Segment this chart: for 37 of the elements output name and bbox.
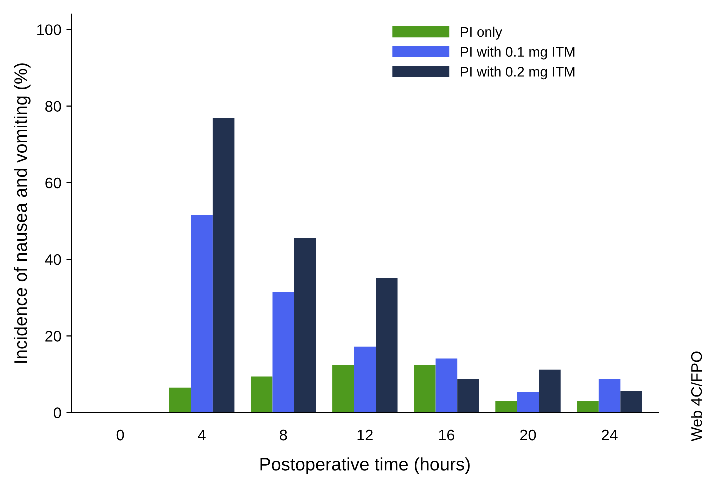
x-axis-title: Postoperative time (hours) bbox=[260, 458, 470, 474]
bar bbox=[169, 388, 192, 413]
text: Web 4C/FPO bbox=[691, 352, 702, 442]
y-tick-label: 20 bbox=[46, 331, 62, 342]
bar bbox=[577, 401, 599, 413]
legend-label: PI only bbox=[461, 26, 502, 40]
bar bbox=[620, 391, 642, 413]
bar bbox=[332, 365, 354, 413]
bar bbox=[376, 278, 398, 413]
bar bbox=[517, 392, 540, 413]
legend-label: PI with 0.2 mg ITM bbox=[461, 66, 575, 80]
y-axis-title: Incidence of nausea and vomiting (%) bbox=[14, 64, 31, 363]
x-tick-label: 20 bbox=[520, 430, 536, 441]
bar bbox=[436, 358, 458, 413]
bar bbox=[294, 238, 316, 413]
bar bbox=[272, 292, 294, 413]
bar bbox=[212, 118, 235, 413]
y-tick-label: 80 bbox=[46, 101, 62, 112]
bar bbox=[539, 370, 561, 413]
y-tick-label: 60 bbox=[46, 178, 62, 189]
bar bbox=[191, 215, 213, 413]
y-tick-label: 0 bbox=[54, 408, 62, 418]
bar bbox=[458, 379, 480, 413]
legend-label: PI with 0.1 mg ITM bbox=[461, 46, 575, 60]
bar bbox=[251, 376, 273, 413]
bar bbox=[354, 346, 376, 413]
x-tick-label: 4 bbox=[198, 430, 206, 441]
y-tick-label: 100 bbox=[38, 24, 62, 36]
x-tick-label: 24 bbox=[602, 430, 618, 441]
x-tick-label: 16 bbox=[439, 430, 455, 441]
bar bbox=[414, 365, 436, 413]
y-tick-label: 40 bbox=[45, 254, 62, 266]
bar bbox=[496, 401, 518, 413]
x-tick-label: 8 bbox=[280, 430, 288, 441]
x-tick-label: 12 bbox=[358, 430, 373, 441]
bar bbox=[598, 379, 621, 413]
x-tick-label: 0 bbox=[116, 430, 124, 441]
